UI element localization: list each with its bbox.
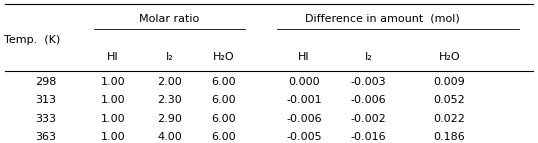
Text: 6.00: 6.00 [211, 114, 236, 124]
Text: HI: HI [107, 52, 119, 62]
Text: 333: 333 [35, 114, 56, 124]
Text: -0.001: -0.001 [286, 95, 322, 105]
Text: 1.00: 1.00 [101, 95, 125, 105]
Text: 0.022: 0.022 [433, 114, 465, 124]
Text: 363: 363 [35, 132, 56, 142]
Text: 313: 313 [35, 95, 56, 105]
Text: 6.00: 6.00 [211, 95, 236, 105]
Text: 1.00: 1.00 [101, 114, 125, 124]
Text: 6.00: 6.00 [211, 132, 236, 142]
Text: -0.006: -0.006 [286, 114, 322, 124]
Text: 4.00: 4.00 [157, 132, 182, 142]
Text: -0.002: -0.002 [351, 114, 386, 124]
Text: -0.003: -0.003 [351, 77, 386, 87]
Text: Molar ratio: Molar ratio [139, 14, 200, 24]
Text: HI: HI [298, 52, 310, 62]
Text: I₂: I₂ [365, 52, 372, 62]
Text: 0.009: 0.009 [433, 77, 465, 87]
Text: 0.186: 0.186 [433, 132, 465, 142]
Text: 2.90: 2.90 [157, 114, 182, 124]
Text: 2.00: 2.00 [157, 77, 182, 87]
Text: H₂O: H₂O [213, 52, 234, 62]
Text: 6.00: 6.00 [211, 77, 236, 87]
Text: -0.005: -0.005 [286, 132, 322, 142]
Text: -0.016: -0.016 [351, 132, 386, 142]
Text: 0.000: 0.000 [288, 77, 320, 87]
Text: Temp.  (K): Temp. (K) [4, 35, 60, 45]
Text: I₂: I₂ [166, 52, 173, 62]
Text: 0.052: 0.052 [433, 95, 465, 105]
Text: 1.00: 1.00 [101, 77, 125, 87]
Text: Difference in amount  (mol): Difference in amount (mol) [305, 14, 459, 24]
Text: H₂O: H₂O [438, 52, 460, 62]
Text: 298: 298 [35, 77, 56, 87]
Text: -0.006: -0.006 [351, 95, 386, 105]
Text: 1.00: 1.00 [101, 132, 125, 142]
Text: 2.30: 2.30 [157, 95, 182, 105]
